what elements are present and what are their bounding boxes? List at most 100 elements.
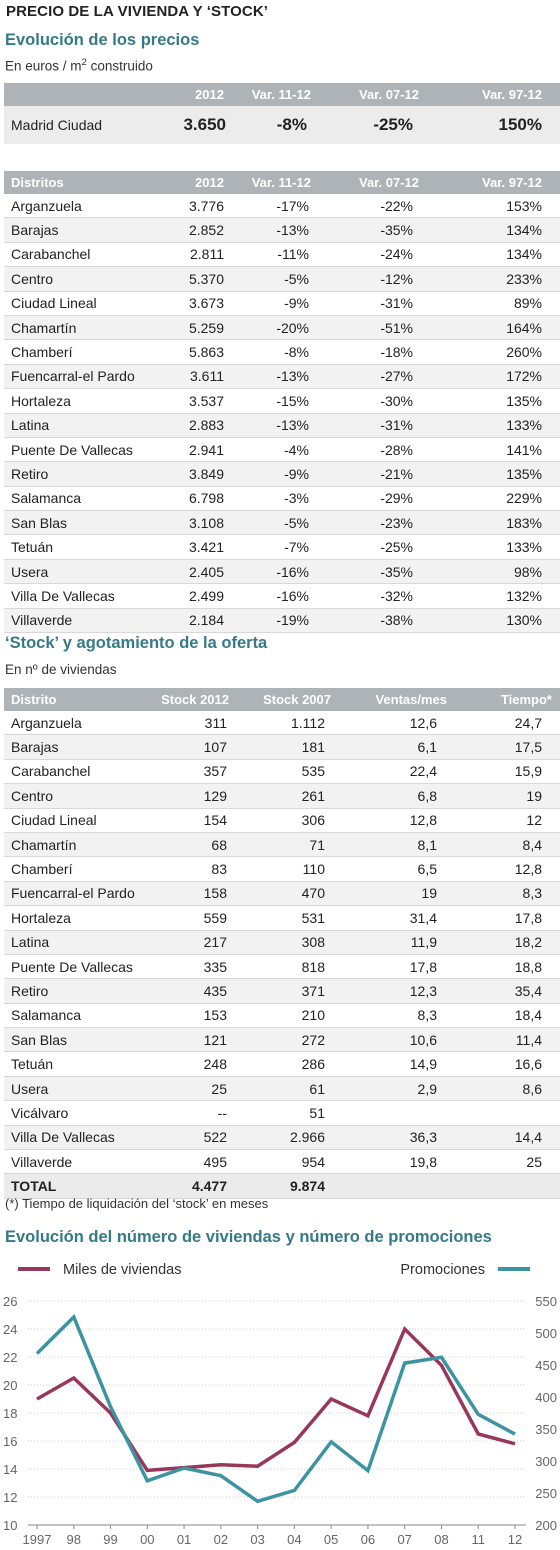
table-cell: -35% [339,217,449,243]
city-price-table: 2012 Var. 11-12 Var. 07-12 Var. 97-12 Madri… [4,83,560,144]
table-cell: 2,9 [345,1076,457,1102]
table-cell: 14,9 [345,1051,457,1077]
column-header: Var. 97-12 [449,171,560,194]
table-cell: Tetuán [4,1051,144,1077]
table-cell: 14,4 [457,1125,560,1151]
y-left-tick-label: 20 [3,1378,17,1393]
table-cell: 233% [449,266,560,292]
column-header: 2012 [159,83,234,106]
table-cell: -29% [339,486,449,512]
table-cell: -21% [339,461,449,487]
table-cell: Retiro [4,978,144,1004]
table-cell: 11,9 [345,930,457,955]
y-left-tick-label: 18 [3,1406,17,1421]
y-right-tick-label: 450 [535,1358,557,1373]
x-tick-label: 02 [214,1532,228,1547]
x-tick-label: 08 [434,1532,448,1547]
y-right-tick-label: 500 [535,1326,557,1341]
table-cell: TOTAL [4,1173,144,1199]
table-row: Chamartín 68 71 8,1 8,4 [4,832,560,858]
table-cell: 435 [144,978,237,1004]
table-cell: 110 [237,856,345,882]
table-cell [457,1100,560,1126]
table-cell: San Blas [4,510,159,536]
table-cell: -30% [339,388,449,414]
table-cell: Usera [4,1076,144,1102]
table-cell: 3.673 [159,291,234,316]
stock-unit: En nº de viviendas [5,662,117,677]
table-cell: 61 [237,1076,345,1102]
table-cell: 6.798 [159,486,234,512]
table-row: Ciudad Lineal 3.673 -9% -31% 89% [4,291,560,316]
prices-unit: En euros / m2 construido [5,57,153,74]
y-left-tick-label: 22 [3,1350,17,1365]
table-cell: -18% [339,339,449,365]
stock-footnote: (*) Tiempo de liquidación del ‘stock’ en… [5,1196,269,1211]
table-cell: 8,3 [345,1003,457,1029]
table-cell: 3.108 [159,510,234,536]
table-cell: 141% [449,437,560,463]
table-cell: 17,8 [457,905,560,931]
column-header: Var. 07-12 [339,83,449,106]
table-row: Hortaleza 559 531 31,4 17,8 [4,905,560,931]
table-cell: 3.537 [159,388,234,414]
table-cell: 6,8 [345,783,457,809]
table-row: Tetuán 3.421 -7% -25% 133% [4,534,560,560]
table-cell: 357 [144,759,237,785]
district-price-table: Distritos 2012 Var. 11-12 Var. 07-12 Var. 97… [4,171,560,634]
table-row: Hortaleza 3.537 -15% -30% 135% [4,388,560,414]
table-cell: 2.966 [237,1125,345,1151]
table-cell: -11% [234,242,339,268]
x-tick-label: 00 [140,1532,154,1547]
table-cell: 12,3 [345,978,457,1004]
table-row: Chamberí 5.863 -8% -18% 260% [4,339,560,365]
table-cell: 522 [144,1125,237,1151]
table-cell: Villa De Vallecas [4,583,159,609]
column-header: Var. 11-12 [234,83,339,106]
table-cell: 3.421 [159,534,234,560]
table-cell: 68 [144,832,237,858]
table-cell: -23% [339,510,449,536]
table-cell: 217 [144,930,237,955]
table-cell: -31% [339,413,449,438]
table-row: Villaverde 495 954 19,8 25 [4,1149,560,1175]
table-cell: 308 [237,930,345,955]
table-cell: Tetuán [4,534,159,560]
table-cell: 36,3 [345,1125,457,1151]
table-cell: Fuencarral-el Pardo [4,881,144,907]
table-cell: -25% [339,534,449,560]
column-header: Stock 2012 [144,688,237,711]
table-cell: -16% [234,559,339,585]
table-row: Ciudad Lineal 154 306 12,8 12 [4,808,560,833]
table-cell [345,1100,457,1126]
table-cell: 210 [237,1003,345,1029]
table-row: Fuencarral-el Pardo 158 470 19 8,3 [4,881,560,907]
table-cell: -4% [234,437,339,463]
table-cell: -24% [339,242,449,268]
x-tick-label: 05 [324,1532,338,1547]
table-cell: 135% [449,388,560,414]
table-cell: 132% [449,583,560,609]
table-cell: 164% [449,315,560,341]
table-cell: -13% [234,413,339,438]
table-cell: 2.941 [159,437,234,463]
table-cell: 135% [449,461,560,487]
x-tick-label: 06 [361,1532,375,1547]
table-cell: 5.370 [159,266,234,292]
table-cell: 19 [457,783,560,809]
table-row: Carabanchel 2.811 -11% -24% 134% [4,242,560,268]
table-row: Retiro 435 371 12,3 35,4 [4,978,560,1004]
y-left-tick-label: 24 [3,1322,17,1337]
table-cell: 495 [144,1149,237,1175]
table-cell: Barajas [4,734,144,760]
table-cell: 5.863 [159,339,234,365]
table-cell: Puente De Vallecas [4,954,144,980]
column-header [4,83,159,106]
table-cell: 535 [237,759,345,785]
table-cell: -19% [234,608,339,634]
table-cell: 150% [449,106,560,144]
table-cell: Retiro [4,461,159,487]
table-cell: 12,8 [457,856,560,882]
table-cell: 5.259 [159,315,234,341]
column-header: 2012 [159,171,234,194]
